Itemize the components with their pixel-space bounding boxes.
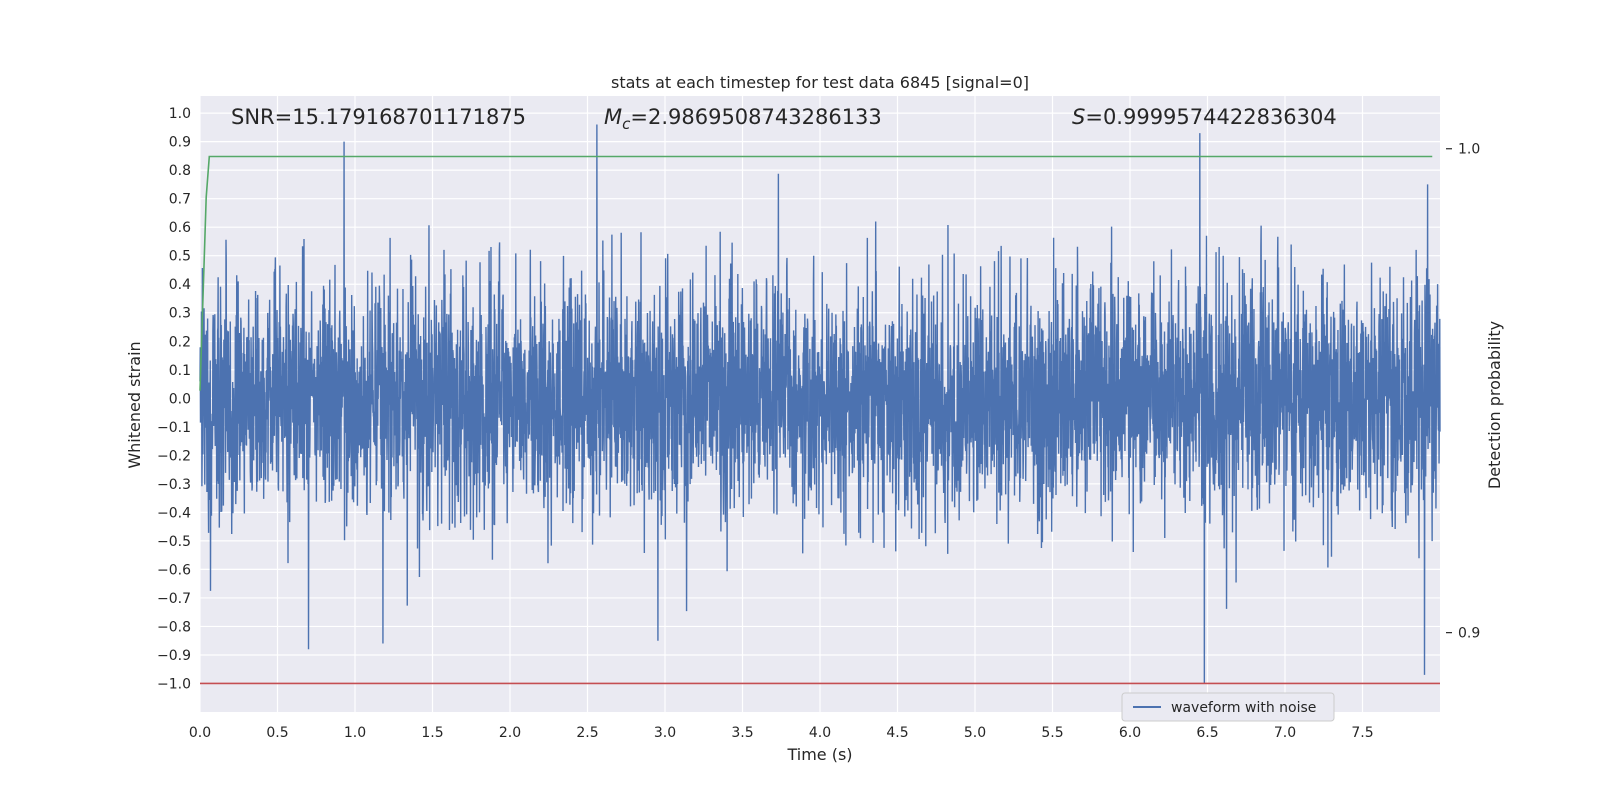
probability-line [199, 155, 1433, 391]
snr-annotation: SNR=15.179168701171875 [231, 105, 526, 129]
y-tick-label: −0.9 [157, 648, 191, 664]
x-tick-label: 3.5 [731, 725, 753, 741]
x-tick-labels: 0.0 0.5 1.0 1.5 2.0 2.5 3.0 3.5 4.0 4.5 5.0 5.5 6.0 6… [189, 725, 1374, 741]
y-tick-label: −0.3 [157, 477, 191, 493]
y-tick-label: −1.0 [157, 676, 191, 692]
x-tick-label: 5.5 [1041, 725, 1063, 741]
y-tick-label: −0.2 [157, 448, 191, 464]
y-tick-labels: 1.0 0.9 0.8 0.7 0.6 0.5 0.4 0.3 0.2 0.1 0.0 −0.1 −0.… [157, 106, 191, 692]
probability-series [199, 155, 1433, 391]
y2-tick-label: 1.0 [1458, 142, 1480, 158]
x-tick-label: 1.5 [421, 725, 443, 741]
y-tick-label: 0.4 [169, 277, 191, 293]
y-tick-label: 0.9 [169, 135, 191, 151]
y-tick-label: −0.1 [157, 420, 191, 436]
y2-tick-label: 0.9 [1458, 626, 1480, 642]
x-tick-label: 3.0 [654, 725, 676, 741]
x-tick-label: 1.0 [344, 725, 366, 741]
y-tick-label: −0.8 [157, 619, 191, 635]
waveform-series [199, 124, 1441, 684]
y-tick-label: 0.7 [169, 192, 191, 208]
x-tick-label: 4.0 [809, 725, 831, 741]
y-tick-label: 1.0 [169, 106, 191, 122]
y2-axis-label: Detection probability [1485, 321, 1504, 489]
s-annotation: S=0.9999574422836304 [1072, 105, 1337, 129]
x-tick-label: 0.5 [266, 725, 288, 741]
legend: waveform with noise [1121, 692, 1335, 722]
x-tick-label: 5.0 [964, 725, 986, 741]
y-tick-label: 0.3 [169, 306, 191, 322]
chart-title: stats at each timestep for test data 684… [611, 73, 1029, 92]
x-tick-label: 2.0 [499, 725, 521, 741]
y2-tick-labels: 1.0 0.9 [1446, 142, 1480, 642]
y-tick-label: 0.8 [169, 163, 191, 179]
legend-box [1121, 692, 1335, 722]
y-tick-label: 0.5 [169, 249, 191, 265]
y-tick-label: 0.2 [169, 334, 191, 350]
x-tick-label: 6.0 [1119, 725, 1141, 741]
x-tick-label: 7.0 [1274, 725, 1296, 741]
y-tick-label: 0.0 [169, 391, 191, 407]
x-axis-label: Time (s) [786, 745, 852, 764]
waveform-line [199, 124, 1441, 684]
y-tick-label: 0.1 [169, 363, 191, 379]
y-tick-label: −0.4 [157, 505, 191, 521]
x-tick-label: 0.0 [189, 725, 211, 741]
legend-label: waveform with noise [1171, 700, 1316, 716]
mc-annotation: Mc=2.9869508743286133 [604, 105, 882, 133]
y-axis-label: Whitened strain [125, 341, 144, 468]
x-tick-label: 4.5 [886, 725, 908, 741]
y-tick-label: −0.5 [157, 534, 191, 550]
x-tick-label: 2.5 [576, 725, 598, 741]
y-tick-label: −0.6 [157, 562, 191, 578]
x-tick-label: 6.5 [1196, 725, 1218, 741]
y-tick-label: 0.6 [169, 220, 191, 236]
x-tick-label: 7.5 [1351, 725, 1373, 741]
y-tick-label: −0.7 [157, 591, 191, 607]
